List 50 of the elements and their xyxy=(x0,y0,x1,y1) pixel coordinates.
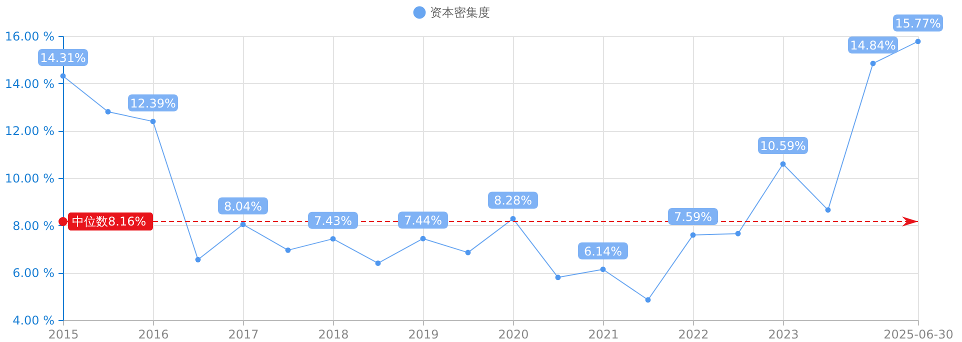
point xyxy=(735,230,741,236)
x-tick-label: 2025-06-30 xyxy=(884,328,954,342)
x-tick-label: 2017 xyxy=(228,328,259,342)
data-label: 7.43% xyxy=(314,214,352,228)
data-label: 14.31% xyxy=(40,50,86,65)
point xyxy=(330,236,336,242)
data-label: 10.59% xyxy=(760,139,806,154)
point xyxy=(195,256,201,262)
data-label: 7.44% xyxy=(404,214,442,228)
x-tick-label: 2016 xyxy=(138,328,169,342)
point xyxy=(420,236,426,242)
x-tick-label: 2015 xyxy=(48,328,79,342)
data-label: 7.59% xyxy=(674,210,712,224)
data-label: 12.39% xyxy=(130,96,176,110)
point xyxy=(555,274,561,280)
data-label: 14.84% xyxy=(850,38,896,52)
point xyxy=(375,260,381,266)
point xyxy=(465,250,471,256)
point xyxy=(285,247,291,253)
data-label: 8.28% xyxy=(494,194,532,208)
x-tick-label: 2020 xyxy=(498,328,529,342)
y-tick-label: 8.00 % xyxy=(12,218,54,233)
point xyxy=(780,161,786,167)
x-tick-label: 2018 xyxy=(318,328,349,342)
data-label: 6.14% xyxy=(584,244,622,258)
y-tick-label: 10.00 % xyxy=(4,172,54,186)
x-tick-label: 2019 xyxy=(408,328,439,342)
x-tick-label: 2023 xyxy=(768,328,799,342)
point xyxy=(915,38,921,44)
data-label: 8.04% xyxy=(224,199,262,214)
x-tick-label: 2021 xyxy=(588,328,619,342)
legend-label: 资本密集度 xyxy=(430,6,490,20)
point xyxy=(240,222,246,228)
point xyxy=(825,207,831,213)
y-tick-label: 14.00 % xyxy=(4,76,54,91)
y-tick-label: 12.00 % xyxy=(4,124,54,138)
point xyxy=(690,232,696,238)
y-tick-label: 4.00 % xyxy=(12,314,54,328)
point xyxy=(105,109,111,114)
point xyxy=(150,118,156,124)
y-tick-label: 6.00 % xyxy=(12,266,54,280)
point xyxy=(60,73,66,79)
point xyxy=(600,266,606,272)
y-tick-label: 16.00 % xyxy=(4,30,54,44)
ref-line-label: 中位数8.16% xyxy=(72,214,146,229)
point xyxy=(870,60,876,66)
x-tick-label: 2022 xyxy=(678,328,709,342)
point xyxy=(645,297,651,303)
data-label: 15.77% xyxy=(895,16,941,30)
point xyxy=(510,216,516,222)
